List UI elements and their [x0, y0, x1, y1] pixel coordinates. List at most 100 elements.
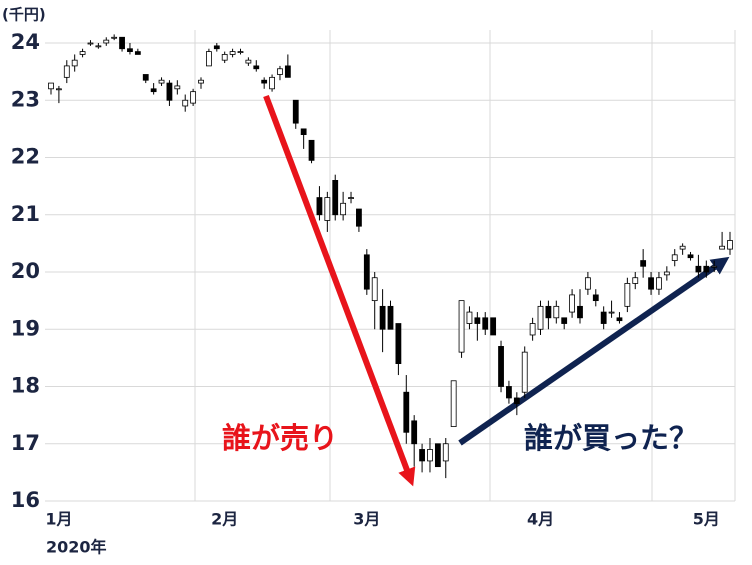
candle-body: [561, 317, 568, 324]
candle-body: [600, 311, 607, 324]
y-tick-label: 18: [11, 374, 40, 398]
candle-body: [648, 277, 654, 290]
candle-body: [663, 271, 670, 276]
candle-body: [198, 79, 204, 84]
candle-body: [458, 300, 465, 353]
y-tick-label: 19: [11, 316, 40, 340]
candle-body: [569, 294, 575, 313]
x-tick-label: 3月: [353, 510, 380, 529]
candle-body: [206, 51, 212, 67]
candle-body: [584, 277, 591, 290]
candle-body: [632, 277, 639, 284]
candle-body: [150, 88, 157, 93]
candle-body: [616, 317, 623, 322]
candle-body: [719, 245, 726, 250]
unit-label: (千円): [2, 6, 46, 24]
y-tick-label: 17: [11, 431, 40, 455]
candle-body: [521, 351, 528, 393]
candle-body: [79, 51, 86, 55]
candle-body: [213, 45, 220, 50]
candle-body: [245, 59, 252, 64]
candle-body: [553, 305, 560, 319]
candle-body: [679, 245, 686, 250]
candle-body: [703, 265, 710, 273]
y-tick-label: 16: [11, 488, 40, 512]
candle-body: [577, 305, 583, 319]
candle-body: [269, 76, 275, 90]
candle-body: [434, 443, 441, 468]
candle-body: [348, 197, 354, 199]
candle-body: [95, 45, 102, 48]
up-arrow: [458, 256, 730, 446]
candle-body: [48, 82, 54, 90]
candle-body: [624, 283, 631, 307]
month-grid: [45, 30, 736, 502]
candle-body: [340, 202, 347, 216]
candle-body: [545, 305, 552, 319]
candle-body: [119, 36, 125, 50]
candle-body: [284, 65, 291, 78]
candle-body: [324, 197, 331, 221]
candle-body: [419, 449, 425, 462]
candle-body: [174, 85, 181, 90]
candle-body: [308, 139, 315, 161]
candle-body: [592, 294, 599, 302]
candle-body: [695, 265, 702, 273]
candle-body: [182, 99, 189, 107]
candle-body: [490, 317, 497, 336]
candle-body: [411, 420, 418, 445]
candle-body: [221, 54, 228, 61]
candle-body: [356, 208, 362, 227]
candle-body: [71, 59, 78, 67]
candle-body: [727, 240, 733, 250]
candle-body: [387, 305, 394, 330]
candle-body: [371, 277, 378, 302]
candle-body: [537, 305, 544, 330]
candle-body: [482, 317, 489, 330]
candle-body: [300, 128, 307, 135]
candle-body: [506, 386, 512, 399]
y-tick-label: 21: [11, 202, 40, 226]
candle-body: [379, 305, 386, 330]
candle-body: [229, 51, 236, 55]
candle-body: [142, 74, 149, 81]
candle-body: [442, 443, 449, 462]
candle-body: [190, 91, 197, 104]
candle-body: [103, 39, 110, 44]
x-tick-label: 4月: [527, 510, 554, 529]
candle-body: [403, 391, 410, 433]
candle-body: [427, 449, 433, 462]
year-label: 2020年: [46, 538, 107, 557]
candle-body: [474, 317, 481, 324]
candle-body: [316, 197, 323, 216]
candle-body: [237, 51, 244, 53]
annotation: 誰が買った？: [524, 421, 698, 455]
candle-body: [261, 79, 268, 84]
candle-body: [608, 311, 615, 314]
candle-body: [332, 179, 339, 216]
x-tick-label: 1月: [45, 510, 72, 529]
y-tick-label: 23: [11, 87, 40, 111]
y-tick-label: 22: [11, 145, 40, 169]
candle-body: [253, 65, 260, 70]
candle-body: [395, 323, 402, 364]
candle-body: [277, 68, 283, 75]
candle-body: [111, 36, 118, 39]
candle-body: [450, 380, 457, 427]
candle-body: [166, 82, 173, 101]
y-tick-label: 24: [11, 30, 40, 54]
candle-body: [656, 277, 662, 290]
candle-body: [292, 99, 299, 124]
candle-body: [640, 260, 647, 267]
x-tick-label: 5月: [693, 510, 720, 529]
annotation: 誰が売り: [222, 421, 338, 455]
candle-body: [687, 254, 694, 259]
candle-body: [87, 42, 94, 45]
candle-body: [671, 254, 678, 261]
candle-body: [63, 65, 70, 78]
x-tick-label: 2月: [211, 510, 238, 529]
candle-body: [513, 397, 520, 405]
candle-body: [158, 79, 165, 84]
